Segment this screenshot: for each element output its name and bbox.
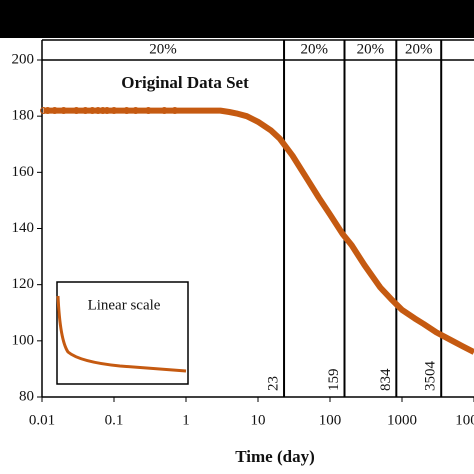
y-tick-label: 140 — [12, 220, 35, 236]
divider-label: 159 — [326, 369, 342, 392]
x-tick-label: 1 — [182, 412, 190, 428]
y-tick-label: 200 — [12, 51, 35, 67]
divider-label: 23 — [265, 376, 281, 391]
x-axis-label: Time (day) — [235, 447, 315, 466]
y-tick-label: 180 — [12, 108, 35, 124]
x-tick-label: 0.01 — [29, 412, 55, 428]
segment-label: 20% — [405, 41, 433, 57]
y-tick-label: 160 — [12, 164, 35, 180]
x-tick-label: 100 — [319, 412, 342, 428]
inset-label: Linear scale — [88, 297, 161, 313]
top-band — [0, 0, 474, 38]
x-tick-label: 1000 — [387, 412, 417, 428]
data-line — [43, 107, 474, 355]
y-tick-label: 80 — [19, 388, 34, 404]
annotation: Original Data Set — [121, 73, 249, 92]
x-tick-label: 10000 — [455, 412, 474, 428]
y-tick-label: 100 — [12, 332, 35, 348]
segment-label: 20% — [301, 41, 329, 57]
y-tick-label: 120 — [12, 276, 35, 292]
inset-curve — [56, 295, 187, 373]
divider-label: 3504 — [423, 361, 439, 392]
divider-label: 834 — [378, 368, 394, 391]
x-tick-label: 0.1 — [105, 412, 124, 428]
x-tick-label: 10 — [251, 412, 266, 428]
segment-label: 20% — [149, 41, 177, 57]
segment-label: 20% — [357, 41, 385, 57]
